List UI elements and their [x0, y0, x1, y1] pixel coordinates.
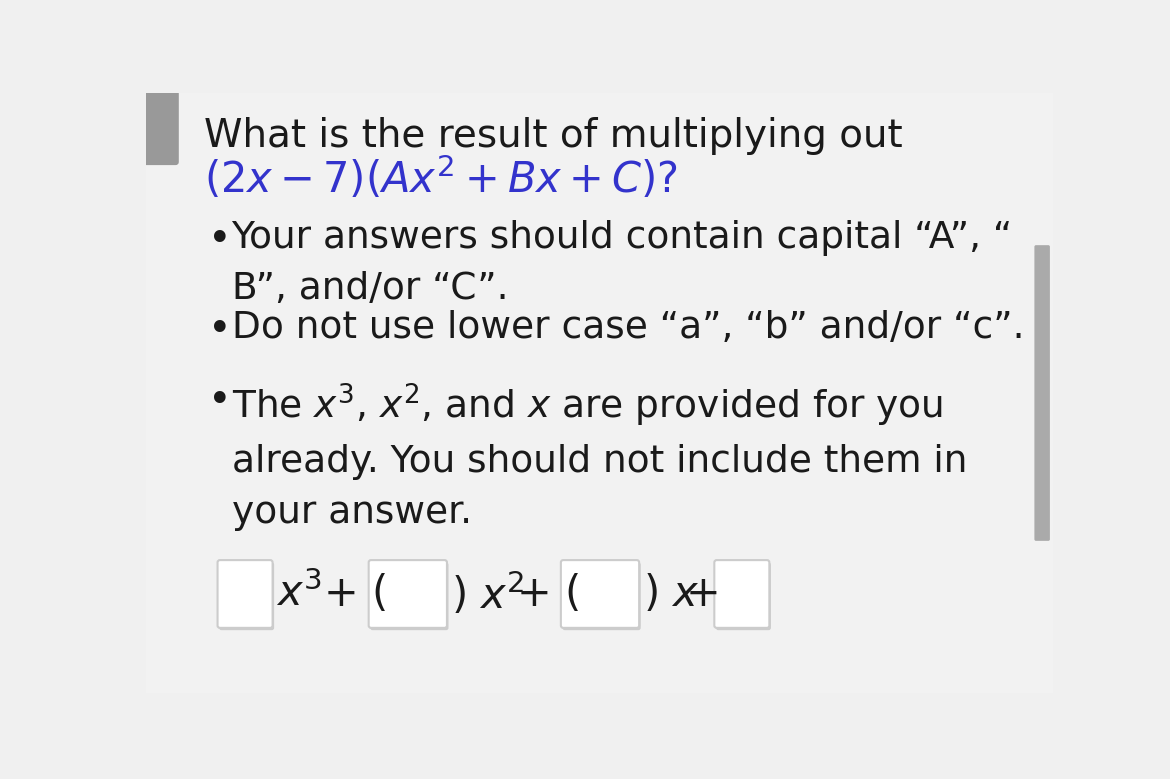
- FancyBboxPatch shape: [563, 562, 641, 630]
- FancyBboxPatch shape: [370, 562, 448, 630]
- FancyBboxPatch shape: [219, 562, 274, 630]
- Text: + (: + (: [324, 573, 388, 615]
- FancyBboxPatch shape: [560, 560, 639, 628]
- Text: •: •: [208, 220, 232, 259]
- Text: •: •: [208, 310, 232, 350]
- Text: Do not use lower case “a”, “b” and/or “c”.: Do not use lower case “a”, “b” and/or “c…: [232, 310, 1024, 346]
- Text: +: +: [686, 573, 721, 615]
- Text: What is the result of multiplying out: What is the result of multiplying out: [205, 118, 903, 155]
- Text: ) $x^2$: ) $x^2$: [450, 570, 524, 618]
- FancyBboxPatch shape: [715, 560, 770, 628]
- Text: The $x^3$, $x^2$, and $x$ are provided for you
already. You should not include t: The $x^3$, $x^2$, and $x$ are provided f…: [232, 382, 966, 531]
- FancyBboxPatch shape: [218, 560, 273, 628]
- Text: $x^3$: $x^3$: [276, 573, 322, 615]
- FancyBboxPatch shape: [716, 562, 771, 630]
- Text: + (: + (: [517, 573, 581, 615]
- Text: •: •: [208, 382, 232, 421]
- Text: ) $x$: ) $x$: [644, 573, 700, 615]
- Text: Your answers should contain capital “A”, “
B”, and/or “C”.: Your answers should contain capital “A”,…: [232, 220, 1013, 307]
- FancyBboxPatch shape: [1034, 245, 1049, 541]
- Text: $(2x-7)(Ax^2+Bx+C)?$: $(2x-7)(Ax^2+Bx+C)?$: [205, 154, 679, 202]
- FancyBboxPatch shape: [143, 90, 179, 165]
- FancyBboxPatch shape: [369, 560, 447, 628]
- FancyBboxPatch shape: [146, 93, 1053, 693]
